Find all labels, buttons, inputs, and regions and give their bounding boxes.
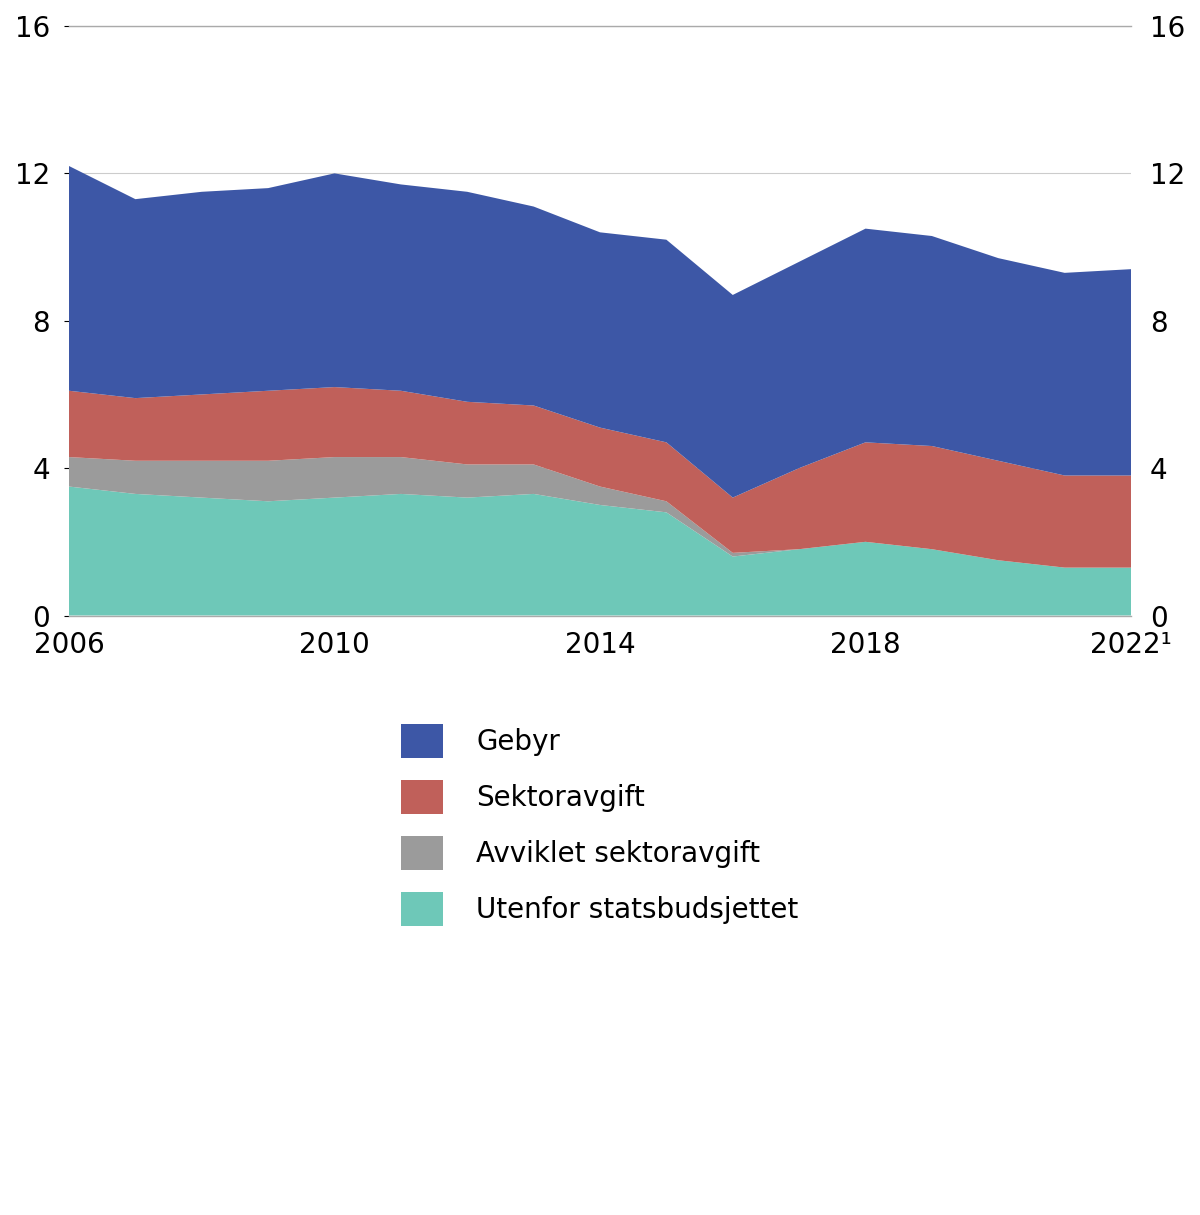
Legend: Gebyr, Sektoravgift, Avviklet sektoravgift, Utenfor statsbudsjettet: Gebyr, Sektoravgift, Avviklet sektoravgi… [401, 724, 799, 926]
